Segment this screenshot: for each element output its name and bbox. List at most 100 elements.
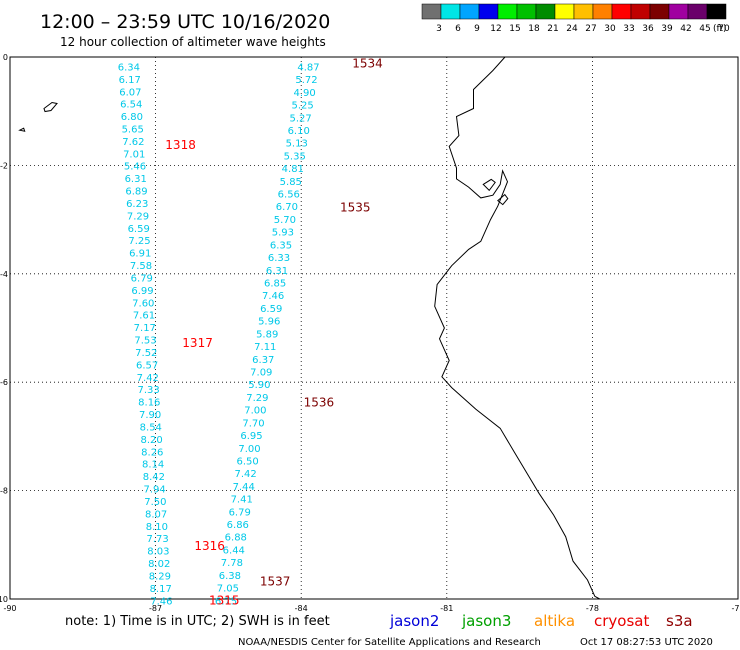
color-scale-label: 18 xyxy=(528,24,540,34)
wave-height-value: 5.46 xyxy=(124,162,146,173)
wave-height-value: 8.07 xyxy=(145,509,167,520)
timestamp-text: Oct 17 08:27:53 UTC 2020 xyxy=(580,637,713,648)
wave-height-value: 7.29 xyxy=(127,211,149,222)
color-scale-label: 24 xyxy=(566,24,578,34)
page-subtitle: 12 hour collection of altimeter wave hei… xyxy=(60,35,326,49)
units-note: note: 1) Time is in UTC; 2) SWH is in fe… xyxy=(65,614,330,629)
wave-height-value: 4.81 xyxy=(282,164,304,175)
color-scale-label: 15 xyxy=(509,24,520,34)
satellite-legend: jason2 jason3 altika cryosat s3a xyxy=(389,612,693,630)
latitude-tick-label: 0 xyxy=(3,53,8,62)
wave-height-value: 7.78 xyxy=(221,558,243,569)
wave-height-value: 6.34 xyxy=(118,62,140,73)
pass-number: 1536 xyxy=(304,396,335,410)
wave-height-value: 6.88 xyxy=(225,533,247,544)
wave-height-value: 7.60 xyxy=(132,298,154,309)
longitude-tick-label: -81 xyxy=(440,604,453,613)
color-swatch xyxy=(516,3,537,20)
wave-height-value: 7.29 xyxy=(246,393,268,404)
pass-number-labels: 1534 1318 1535 1317 1536 1316 1537 1315 xyxy=(165,57,382,608)
color-scale-label: 42 xyxy=(680,24,691,34)
wave-height-value: 8.16 xyxy=(138,398,160,409)
wave-height-value: 7.90 xyxy=(139,410,161,421)
color-scale-label: 6 xyxy=(455,24,461,34)
wave-height-value: 7.46 xyxy=(150,596,172,607)
wave-height-value: 7.01 xyxy=(123,149,145,160)
wave-height-value: 7.09 xyxy=(250,368,272,379)
color-scale-label: 30 xyxy=(604,24,616,34)
wave-height-value: 6.75 xyxy=(215,596,237,607)
wave-height-value: 7.52 xyxy=(135,348,157,359)
wave-height-value: 6.79 xyxy=(229,507,251,518)
wave-height-value: 6.57 xyxy=(136,360,158,371)
wave-height-value: 8.54 xyxy=(140,423,162,434)
wave-height-value: 8.14 xyxy=(142,460,164,471)
pass-number: 1535 xyxy=(340,200,371,214)
wave-height-value: 6.70 xyxy=(276,202,298,213)
wave-height-value: 6.59 xyxy=(128,224,150,235)
axis-tick-labels: -90 -87 -84 -81 -78 -75 0 -2 -4 -6 -8 -10 xyxy=(0,53,740,613)
latitude-tick-label: -4 xyxy=(0,270,8,279)
longitude-tick-label: -78 xyxy=(586,604,599,613)
wave-height-value: 6.23 xyxy=(126,199,148,210)
pass-number: 1537 xyxy=(260,574,291,588)
wave-height-value: 6.17 xyxy=(119,75,141,86)
wave-height-value: 8.10 xyxy=(146,522,168,533)
wave-height-value: 5.89 xyxy=(256,329,278,340)
color-scale-label: 9 xyxy=(474,24,480,34)
pass-number: 1315 xyxy=(209,593,240,607)
color-swatch xyxy=(554,3,575,20)
wave-height-value: 7.53 xyxy=(134,336,156,347)
color-scale-label: 70 xyxy=(718,24,730,34)
color-scale-label: 33 xyxy=(623,24,634,34)
wave-height-value: 7.05 xyxy=(217,584,239,595)
wave-height-value: 7.00 xyxy=(238,444,260,455)
color-scale-labels: 3 6 9 12 15 18 21 24 27 30 33 36 39 42 45 70 xyxy=(436,24,730,34)
wave-height-value: 6.10 xyxy=(288,126,310,137)
wave-height-value: 6.37 xyxy=(252,355,274,366)
legend-entry-altika: altika xyxy=(534,612,575,630)
credit-text: NOAA/NESDIS Center for Satellite Applica… xyxy=(238,637,541,648)
coastline-path xyxy=(434,56,600,600)
pass-number: 1317 xyxy=(182,336,213,350)
wave-height-value: 5.70 xyxy=(274,215,296,226)
legend-entry-jason2: jason2 xyxy=(389,612,439,630)
wave-height-value: 7.70 xyxy=(242,418,264,429)
color-swatch xyxy=(459,3,480,20)
wave-height-value: 7.73 xyxy=(146,534,168,545)
color-swatch xyxy=(421,3,442,20)
wave-height-value: 8.17 xyxy=(150,584,172,595)
wave-height-value: 6.56 xyxy=(278,190,300,201)
wave-height-value: 7.58 xyxy=(130,261,152,272)
wave-height-value: 6.85 xyxy=(264,279,286,290)
wave-height-value: 6.86 xyxy=(227,520,249,531)
wave-height-value: 8.20 xyxy=(140,435,162,446)
wave-height-value: 7.42 xyxy=(234,469,256,480)
wave-height-value: 8.03 xyxy=(147,547,169,558)
color-scale-bar xyxy=(421,3,727,20)
wave-height-value: 7.41 xyxy=(231,495,253,506)
wave-height-value: 5.90 xyxy=(248,380,270,391)
pass-number: 1318 xyxy=(165,138,196,152)
latitude-tick-label: -6 xyxy=(0,378,8,387)
color-scale-unit: (ft) xyxy=(713,24,727,34)
wave-height-value: 6.59 xyxy=(260,304,282,315)
wave-height-value: 7.42 xyxy=(137,373,159,384)
wave-height-value: 7.46 xyxy=(262,291,284,302)
wave-height-value: 8.42 xyxy=(143,472,165,483)
color-swatch xyxy=(497,3,518,20)
wave-height-value: 6.99 xyxy=(131,286,153,297)
wave-height-value: 7.50 xyxy=(144,497,166,508)
wave-height-value: 7.94 xyxy=(143,485,165,496)
latitude-tick-label: -2 xyxy=(0,161,8,170)
wave-height-value: 5.27 xyxy=(289,113,311,124)
color-swatch xyxy=(668,3,689,20)
wave-height-value: 5.85 xyxy=(280,177,302,188)
wave-height-value: 8.02 xyxy=(148,559,170,570)
color-swatch xyxy=(706,3,727,20)
color-swatch xyxy=(440,3,461,20)
wave-height-value: 5.35 xyxy=(284,151,306,162)
wave-height-value: 6.44 xyxy=(223,545,245,556)
latitude-tick-label: -10 xyxy=(0,595,8,604)
